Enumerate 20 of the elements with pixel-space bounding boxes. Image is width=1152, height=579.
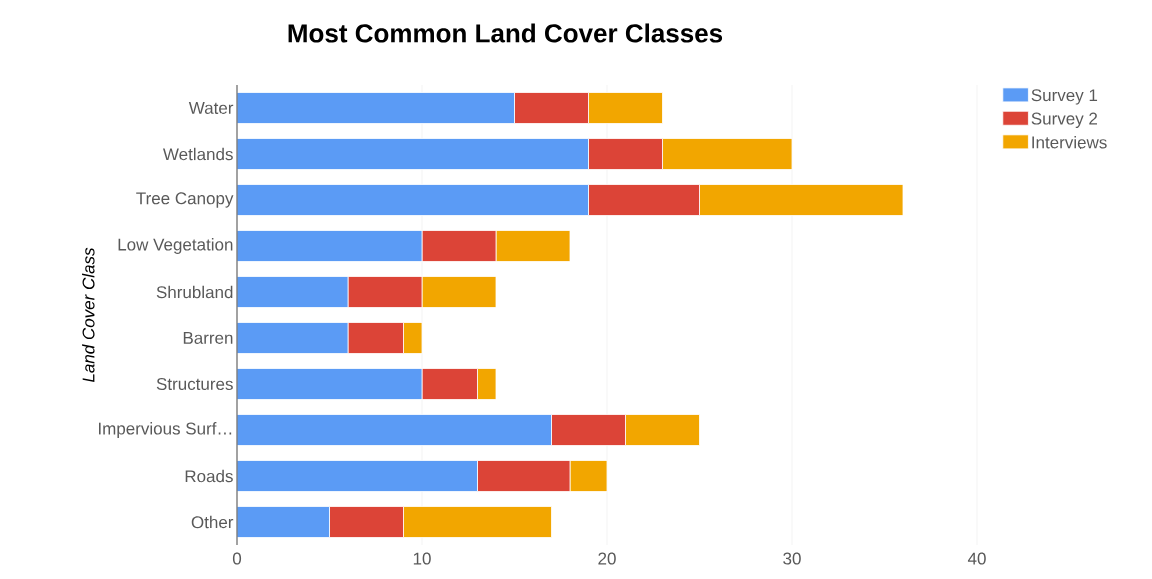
y-tick-label: Water [188, 102, 234, 114]
x-tick-label: 40 [967, 552, 986, 565]
x-tick-label: 20 [598, 552, 616, 565]
y-tick-label: Tree Canopy [136, 192, 234, 208]
x-tick-label: 30 [783, 552, 801, 565]
y-tick-label: Wetlands [162, 147, 233, 161]
x-tick-label: 0 [232, 552, 242, 565]
y-tick-label: Structures [156, 377, 233, 391]
legend-label: Survey 1 [1031, 89, 1098, 105]
y-axis-title: Land Cover Class [82, 247, 95, 383]
y-tick-label: Impervious Surf… [98, 422, 232, 438]
chart-title: Most Common Land Cover Classes [288, 23, 723, 43]
x-tick-label: 10 [413, 552, 431, 565]
y-tick-label: Shrubland [156, 285, 233, 299]
y-tick-label: Barren [183, 332, 233, 344]
legend-label: Interviews [1032, 135, 1107, 149]
y-tick-label: Other [191, 515, 234, 529]
legend-label: Survey 2 [1031, 112, 1098, 128]
y-tick-label: Roads [185, 469, 233, 483]
y-tick-label: Low Vegetation [118, 238, 233, 254]
